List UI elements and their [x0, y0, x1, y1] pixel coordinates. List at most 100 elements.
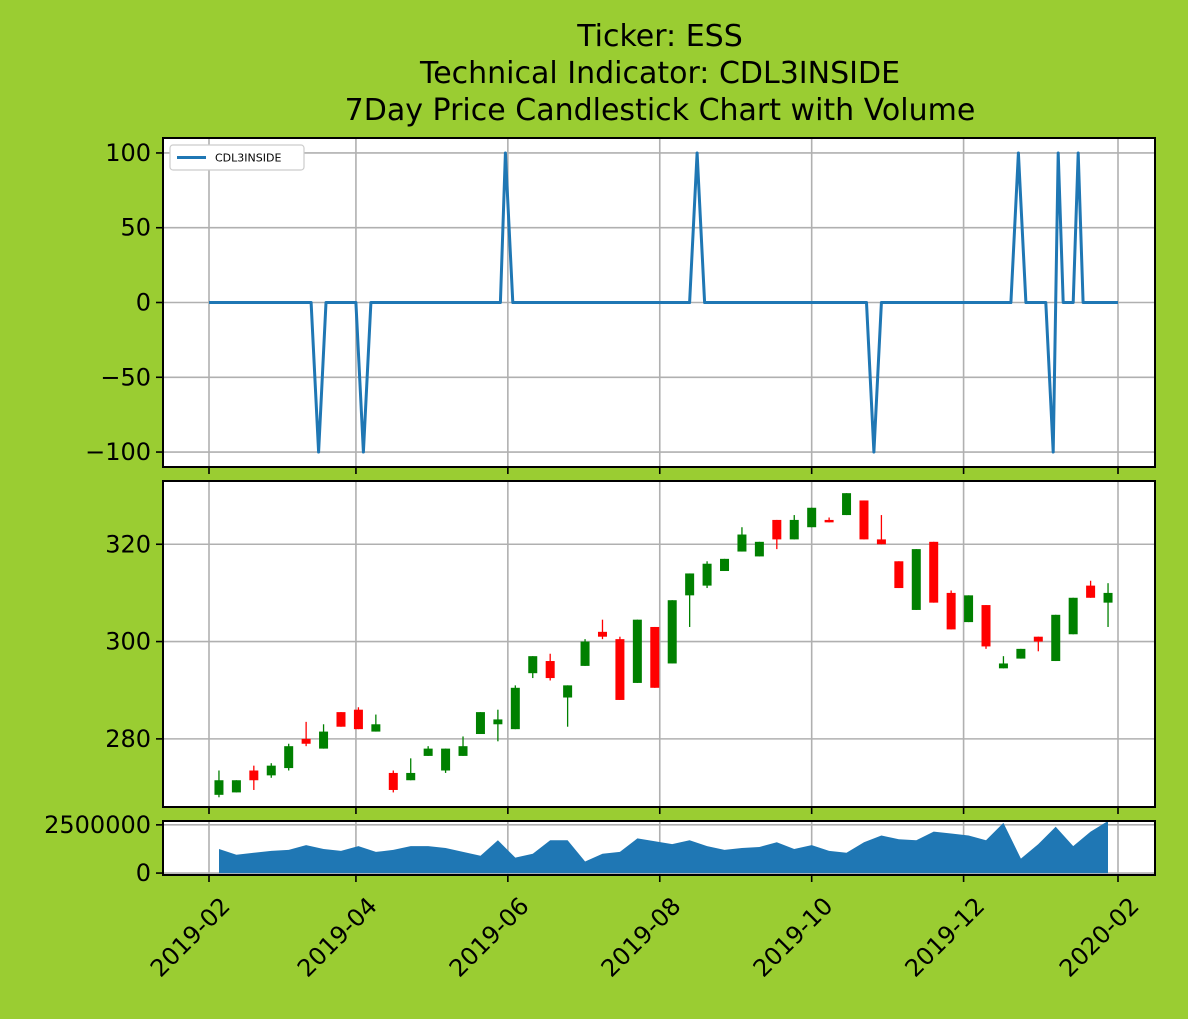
- volume-ytick-label-0: 2500000: [44, 811, 151, 839]
- indicator-ytick-label-4: −100: [85, 438, 151, 466]
- candle-body-30: [737, 534, 747, 552]
- candle-12: [423, 746, 433, 756]
- candle-body-2: [249, 770, 259, 781]
- candle-body-14: [458, 746, 468, 756]
- candle-body-35: [824, 519, 834, 523]
- candle-31: [754, 541, 764, 557]
- price-ytick-label-2: 280: [105, 725, 151, 753]
- candle-29: [720, 558, 730, 572]
- candle-body-25: [650, 626, 660, 688]
- chart-title-line-1: Ticker: ESS: [576, 19, 742, 54]
- candle-body-51: [1103, 592, 1113, 603]
- candle-48: [1051, 614, 1061, 662]
- indicator-frame: [162, 137, 1156, 468]
- candle-body-32: [772, 519, 782, 540]
- candle-30: [737, 527, 747, 552]
- candle-body-29: [720, 558, 730, 572]
- candle-44: [981, 605, 991, 649]
- candle-body-11: [406, 772, 416, 781]
- candle-body-46: [1016, 648, 1026, 659]
- candle-body-37: [859, 500, 869, 540]
- candle-47: [1033, 636, 1043, 652]
- candle-28: [702, 561, 712, 589]
- candle-body-18: [528, 656, 538, 674]
- candle-body-22: [597, 631, 607, 637]
- candle-49: [1068, 597, 1078, 635]
- volume-ytick-label-1: 0: [136, 859, 151, 887]
- candle-body-26: [667, 600, 677, 664]
- indicator-ytick-label-1: 50: [120, 214, 151, 242]
- candle-body-8: [353, 709, 363, 730]
- candle-8: [353, 707, 363, 730]
- candle-24: [632, 619, 642, 683]
- candle-19: [545, 653, 555, 681]
- candle-13: [441, 748, 451, 773]
- candle-body-0: [214, 780, 224, 795]
- candle-body-31: [754, 541, 764, 557]
- candle-51: [1103, 583, 1113, 627]
- candle-body-9: [371, 724, 381, 732]
- candle-body-33: [789, 519, 799, 540]
- candle-7: [336, 712, 346, 727]
- candle-body-40: [911, 549, 921, 610]
- candle-body-10: [388, 772, 398, 790]
- candle-body-42: [946, 592, 956, 630]
- candle-35: [824, 517, 834, 523]
- candle-10: [388, 770, 398, 793]
- candle-body-45: [998, 663, 1008, 669]
- candle-body-13: [441, 748, 451, 771]
- candle-body-34: [807, 507, 817, 528]
- candle-body-17: [510, 687, 520, 730]
- candle-4: [284, 743, 294, 771]
- candle-body-23: [615, 639, 625, 700]
- candle-33: [789, 515, 799, 540]
- candle-36: [842, 493, 852, 516]
- candle-27: [685, 573, 695, 627]
- candle-body-19: [545, 661, 555, 679]
- candle-41: [929, 541, 939, 603]
- candle-body-6: [319, 731, 329, 749]
- indicator-series-line: [209, 151, 1118, 454]
- price-frame: [162, 480, 1156, 808]
- candle-body-24: [632, 619, 642, 683]
- candle-39: [894, 561, 904, 589]
- legend-box: [169, 144, 305, 171]
- candle-46: [1016, 648, 1026, 659]
- price-ytick-label-0: 320: [105, 530, 151, 558]
- candle-50: [1086, 580, 1096, 598]
- candle-14: [458, 736, 468, 756]
- candle-38: [876, 515, 886, 545]
- chart-title-line-2: Technical Indicator: CDL3INSIDE: [419, 56, 900, 91]
- candle-11: [406, 758, 416, 781]
- candle-body-50: [1086, 585, 1096, 598]
- candle-21: [580, 639, 590, 666]
- candle-6: [319, 724, 329, 749]
- candle-16: [493, 709, 503, 742]
- indicator-ytick-label-2: 0: [136, 289, 151, 317]
- candle-body-43: [964, 595, 974, 623]
- chart-title-line-3: 7Day Price Candlestick Chart with Volume: [345, 93, 976, 128]
- candle-15: [475, 712, 485, 735]
- candle-body-28: [702, 563, 712, 586]
- candle-5: [301, 721, 311, 747]
- candle-body-12: [423, 748, 433, 756]
- candle-body-44: [981, 605, 991, 647]
- legend-label: CDL3INSIDE: [215, 152, 281, 165]
- candle-body-36: [842, 493, 852, 516]
- candle-45: [998, 656, 1008, 669]
- candle-40: [911, 549, 921, 610]
- candle-body-38: [876, 539, 886, 545]
- candle-body-48: [1051, 614, 1061, 662]
- volume-frame: [162, 820, 1156, 876]
- candle-26: [667, 600, 677, 664]
- candle-body-15: [475, 712, 485, 735]
- candle-body-20: [563, 685, 573, 698]
- candle-body-47: [1033, 636, 1043, 642]
- indicator-ytick-label-0: 100: [105, 139, 151, 167]
- candle-body-3: [266, 765, 276, 776]
- price-ytick-label-1: 300: [105, 628, 151, 656]
- candle-body-4: [284, 746, 294, 769]
- candle-body-21: [580, 641, 590, 666]
- candle-body-5: [301, 738, 311, 744]
